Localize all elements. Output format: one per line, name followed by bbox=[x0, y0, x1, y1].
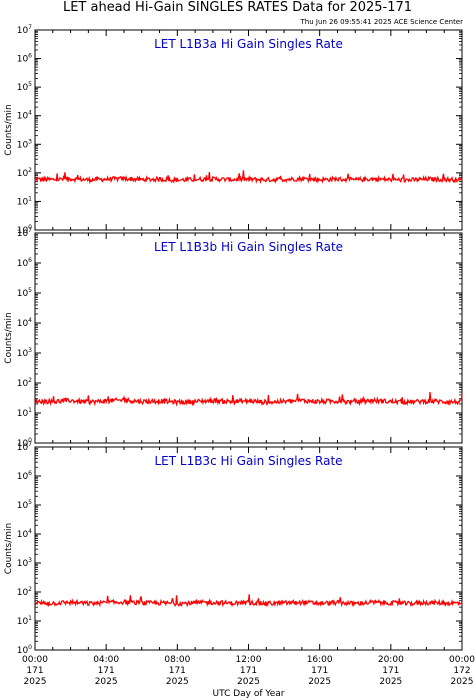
x-tick-time: 00:00 bbox=[449, 655, 475, 665]
x-axis-label: UTC Day of Year bbox=[213, 689, 285, 699]
x-tick-time: 12:00 bbox=[236, 655, 262, 665]
series-line bbox=[34, 170, 463, 185]
x-tick-year: 2025 bbox=[166, 677, 189, 687]
y-tick-label: 106 bbox=[17, 470, 32, 482]
y-tick-label: 101 bbox=[17, 407, 32, 419]
x-tick-year: 2025 bbox=[308, 677, 331, 687]
x-tick-year: 2025 bbox=[379, 677, 402, 687]
y-tick-label: 104 bbox=[17, 317, 32, 329]
y-tick-label: 100 bbox=[17, 644, 32, 656]
y-tick-label: 106 bbox=[17, 257, 32, 269]
panel-frame bbox=[34, 29, 463, 231]
x-tick-day: 172 bbox=[453, 666, 470, 676]
x-tick-year: 2025 bbox=[95, 677, 118, 687]
y-tick-label: 106 bbox=[17, 53, 32, 65]
y-tick-label: 107 bbox=[17, 441, 32, 453]
figure-title: LET ahead Hi-Gain SINGLES RATES Data for… bbox=[62, 0, 413, 15]
panel-frame bbox=[34, 446, 463, 651]
series-line bbox=[34, 392, 463, 407]
y-tick-label: 101 bbox=[17, 195, 32, 207]
y-tick-label: 103 bbox=[17, 557, 32, 569]
figure-timestamp: Thu Jun 26 09:55:41 2025 ACE Science Cen… bbox=[300, 18, 464, 26]
x-tick-year: 2025 bbox=[24, 677, 47, 687]
y-tick-label: 102 bbox=[17, 586, 32, 598]
y-tick-label: 107 bbox=[17, 227, 32, 239]
y-tick-label: 105 bbox=[17, 81, 32, 93]
x-tick-time: 08:00 bbox=[164, 655, 190, 665]
y-tick-label: 102 bbox=[17, 167, 32, 179]
series-line bbox=[34, 594, 463, 608]
y-tick-label: 105 bbox=[17, 287, 32, 299]
y-tick-label: 103 bbox=[17, 347, 32, 359]
x-tick-time: 16:00 bbox=[307, 655, 333, 665]
y-tick-label: 105 bbox=[17, 499, 32, 511]
y-axis-label: Counts/min bbox=[4, 523, 14, 574]
panel-title: LET L1B3c Hi Gain Singles Rate bbox=[154, 454, 342, 468]
x-tick-time: 04:00 bbox=[93, 655, 119, 665]
panel-title: LET L1B3b Hi Gain Singles Rate bbox=[154, 240, 343, 254]
x-tick-day: 171 bbox=[26, 666, 43, 676]
x-tick-year: 2025 bbox=[451, 677, 474, 687]
y-tick-label: 102 bbox=[17, 377, 32, 389]
x-tick-day: 171 bbox=[169, 666, 186, 676]
y-tick-label: 101 bbox=[17, 615, 32, 627]
y-axis-label: Counts/min bbox=[4, 104, 14, 155]
x-tick-time: 20:00 bbox=[378, 655, 404, 665]
y-tick-label: 104 bbox=[17, 110, 32, 122]
x-tick-day: 171 bbox=[98, 666, 115, 676]
x-tick-year: 2025 bbox=[237, 677, 260, 687]
panel-frame bbox=[34, 232, 463, 444]
y-tick-label: 103 bbox=[17, 138, 32, 150]
y-tick-label: 107 bbox=[17, 24, 32, 36]
y-tick-label: 104 bbox=[17, 528, 32, 540]
y-tick-label: 100 bbox=[17, 224, 32, 236]
y-tick-label: 100 bbox=[17, 437, 32, 449]
x-tick-day: 171 bbox=[382, 666, 399, 676]
x-tick-time: 00:00 bbox=[22, 655, 48, 665]
x-tick-day: 171 bbox=[311, 666, 328, 676]
y-axis-label: Counts/min bbox=[4, 312, 14, 363]
panel-title: LET L1B3a Hi Gain Singles Rate bbox=[154, 37, 343, 51]
x-tick-day: 171 bbox=[240, 666, 257, 676]
